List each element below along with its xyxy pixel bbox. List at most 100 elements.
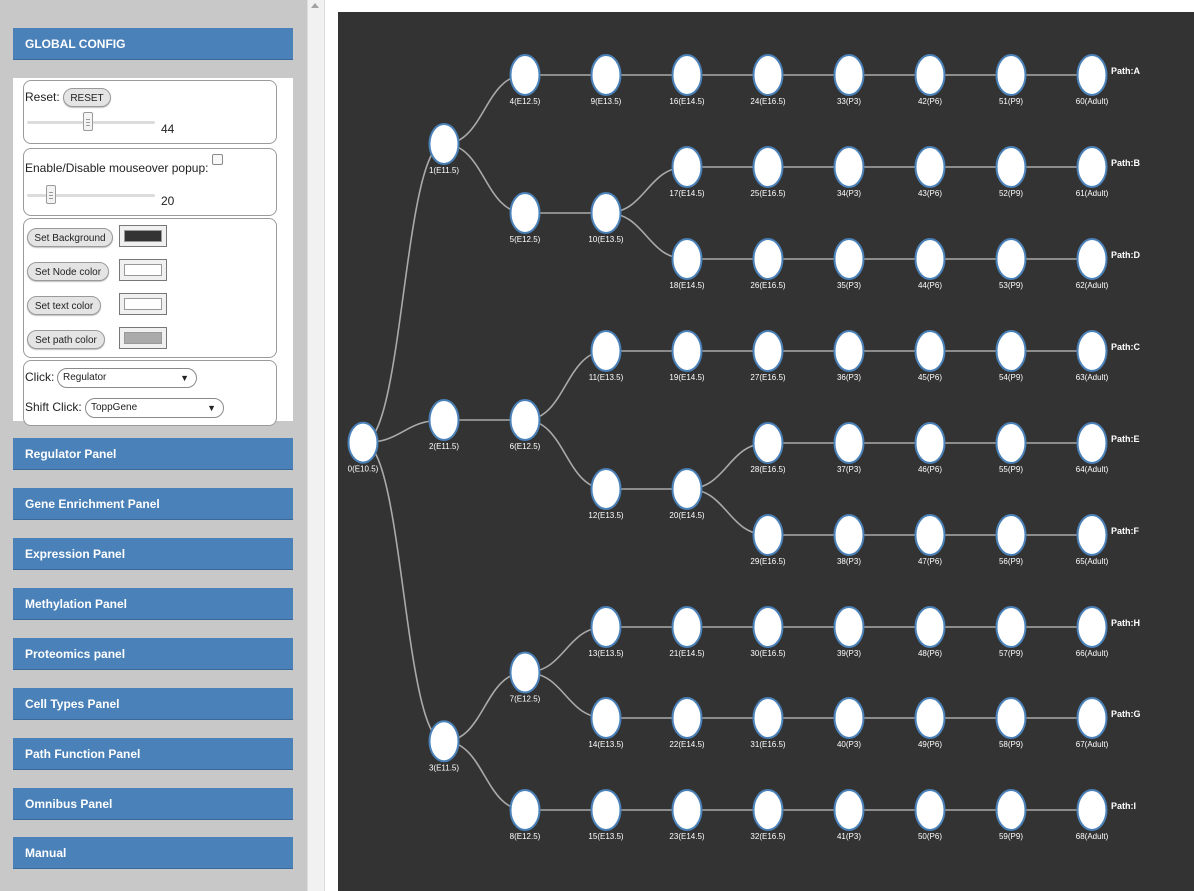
- graph-node[interactable]: [671, 697, 703, 739]
- graph-node[interactable]: [833, 330, 865, 372]
- graph-node[interactable]: [590, 468, 622, 510]
- regulator-panel-header[interactable]: Regulator Panel: [13, 438, 293, 470]
- graph-node[interactable]: [428, 720, 460, 763]
- graph-node[interactable]: [1076, 330, 1108, 372]
- expression-panel-header[interactable]: Expression Panel: [13, 538, 293, 570]
- graph-node[interactable]: [995, 54, 1027, 96]
- graph-node[interactable]: [509, 399, 541, 441]
- graph-node[interactable]: [1076, 422, 1108, 464]
- graph-node[interactable]: [671, 606, 703, 648]
- set-background-button[interactable]: Set Background: [27, 228, 113, 247]
- graph-node[interactable]: [995, 789, 1027, 831]
- set-path-color-button[interactable]: Set path color: [27, 330, 105, 349]
- path-graph[interactable]: 0(E10.5) 1(E11.5) 2(E11.5) 3(E11.5) 4(E12.5)…: [338, 12, 1194, 891]
- graph-node[interactable]: [833, 514, 865, 556]
- graph-node[interactable]: [1076, 789, 1108, 831]
- graph-node[interactable]: [671, 54, 703, 96]
- graph-node[interactable]: [914, 330, 946, 372]
- gene-enrichment-panel-header[interactable]: Gene Enrichment Panel: [13, 488, 293, 520]
- graph-node[interactable]: [995, 606, 1027, 648]
- graph-node[interactable]: [590, 789, 622, 831]
- graph-node[interactable]: [752, 330, 784, 372]
- background-color-swatch[interactable]: [119, 225, 167, 247]
- cell-types-panel-header[interactable]: Cell Types Panel: [13, 688, 293, 720]
- graph-node[interactable]: [1076, 514, 1108, 556]
- graph-node[interactable]: [752, 697, 784, 739]
- graph-node[interactable]: [671, 468, 703, 510]
- path-graph-canvas[interactable]: 0(E10.5) 1(E11.5) 2(E11.5) 3(E11.5) 4(E12.5)…: [338, 12, 1194, 891]
- graph-node[interactable]: [752, 54, 784, 96]
- popup-checkbox[interactable]: [212, 154, 223, 165]
- manual-panel-header[interactable]: Manual: [13, 837, 293, 869]
- path-color-swatch[interactable]: [119, 327, 167, 349]
- graph-node-label: 16(E14.5): [669, 97, 704, 106]
- graph-node[interactable]: [833, 238, 865, 280]
- set-text-color-button[interactable]: Set text color: [27, 296, 101, 315]
- graph-node[interactable]: [1076, 54, 1108, 96]
- graph-node[interactable]: [509, 651, 541, 694]
- graph-node[interactable]: [1076, 146, 1108, 188]
- graph-node[interactable]: [347, 421, 379, 464]
- graph-node[interactable]: [914, 697, 946, 739]
- click-select[interactable]: Regulator ▼: [57, 368, 197, 388]
- graph-node[interactable]: [995, 422, 1027, 464]
- graph-node[interactable]: [671, 789, 703, 831]
- scroll-up-arrow-icon[interactable]: [311, 3, 319, 8]
- graph-node[interactable]: [833, 422, 865, 464]
- graph-node[interactable]: [509, 54, 541, 96]
- graph-node[interactable]: [590, 606, 622, 648]
- path-function-panel-header[interactable]: Path Function Panel: [13, 738, 293, 770]
- node-color-swatch[interactable]: [119, 259, 167, 281]
- graph-node[interactable]: [509, 192, 541, 234]
- graph-node[interactable]: [833, 789, 865, 831]
- graph-node[interactable]: [914, 146, 946, 188]
- graph-node[interactable]: [833, 54, 865, 96]
- graph-node[interactable]: [671, 146, 703, 188]
- sidebar-scrollbar[interactable]: [307, 0, 325, 891]
- graph-node[interactable]: [833, 146, 865, 188]
- graph-node[interactable]: [914, 789, 946, 831]
- graph-node[interactable]: [671, 238, 703, 280]
- graph-node[interactable]: [914, 238, 946, 280]
- graph-node[interactable]: [752, 422, 784, 464]
- graph-node[interactable]: [590, 697, 622, 739]
- graph-node[interactable]: [914, 606, 946, 648]
- popup-slider-track[interactable]: [27, 194, 155, 197]
- graph-node[interactable]: [590, 54, 622, 96]
- graph-node[interactable]: [995, 146, 1027, 188]
- reset-slider-handle[interactable]: [83, 112, 94, 131]
- graph-node[interactable]: [509, 789, 541, 831]
- graph-node[interactable]: [752, 146, 784, 188]
- shift-click-select[interactable]: ToppGene ▼: [85, 398, 224, 418]
- graph-node[interactable]: [590, 330, 622, 372]
- graph-node[interactable]: [833, 606, 865, 648]
- graph-node[interactable]: [995, 330, 1027, 372]
- graph-node[interactable]: [752, 789, 784, 831]
- popup-slider-handle[interactable]: [46, 185, 57, 204]
- graph-node[interactable]: [914, 54, 946, 96]
- reset-button[interactable]: RESET: [63, 88, 111, 107]
- graph-node[interactable]: [428, 399, 460, 441]
- set-node-color-button[interactable]: Set Node color: [27, 262, 109, 281]
- graph-node[interactable]: [1076, 238, 1108, 280]
- graph-node[interactable]: [914, 514, 946, 556]
- graph-node[interactable]: [428, 123, 460, 165]
- graph-node[interactable]: [995, 697, 1027, 739]
- graph-node[interactable]: [914, 422, 946, 464]
- text-color-swatch[interactable]: [119, 293, 167, 315]
- graph-node[interactable]: [833, 697, 865, 739]
- proteomics-panel-header[interactable]: Proteomics panel: [13, 638, 293, 670]
- graph-node[interactable]: [752, 514, 784, 556]
- graph-node[interactable]: [590, 192, 622, 234]
- graph-node[interactable]: [752, 238, 784, 280]
- graph-node[interactable]: [1076, 697, 1108, 739]
- graph-node[interactable]: [752, 606, 784, 648]
- graph-node[interactable]: [995, 238, 1027, 280]
- graph-node[interactable]: [1076, 606, 1108, 648]
- global-config-header[interactable]: GLOBAL CONFIG: [13, 28, 293, 60]
- graph-node[interactable]: [995, 514, 1027, 556]
- graph-node-label: 40(P3): [837, 740, 861, 749]
- methylation-panel-header[interactable]: Methylation Panel: [13, 588, 293, 620]
- graph-node[interactable]: [671, 330, 703, 372]
- omnibus-panel-header[interactable]: Omnibus Panel: [13, 788, 293, 820]
